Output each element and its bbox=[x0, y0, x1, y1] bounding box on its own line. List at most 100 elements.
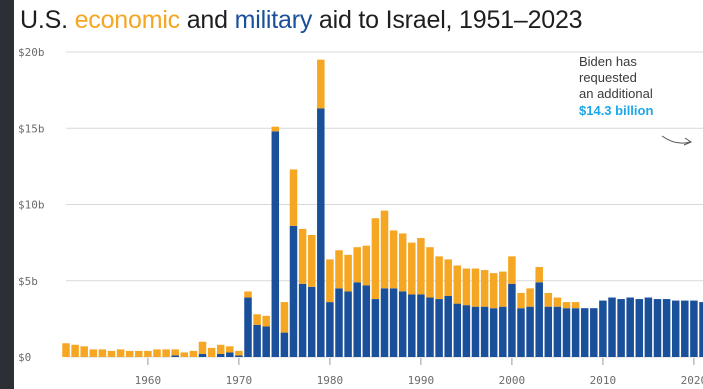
y-tick-label-1: $5b bbox=[18, 275, 38, 288]
bar-military-1970 bbox=[235, 355, 243, 357]
bar-military-1991 bbox=[426, 297, 434, 357]
bar-economic-1975 bbox=[280, 302, 289, 333]
bar-military-1972 bbox=[253, 324, 261, 357]
bar-military-1998 bbox=[489, 308, 498, 357]
x-axis-ticks: 1960 1970 1980 1990 2000 2010 2020 bbox=[135, 358, 703, 387]
bar-economic-1965 bbox=[189, 350, 198, 357]
bar-economic-2004 bbox=[544, 292, 553, 307]
bar-economic-1990 bbox=[417, 238, 425, 295]
bar-economic-1980 bbox=[326, 259, 334, 303]
bar-economic-1996 bbox=[471, 268, 480, 307]
bar-economic-1985 bbox=[371, 218, 380, 300]
title-prefix: U.S. bbox=[20, 6, 75, 34]
chart-panel: U.S. economic and military aid to Israel… bbox=[14, 0, 703, 389]
bar-military-2005 bbox=[553, 306, 562, 357]
bar-economic-2002 bbox=[526, 288, 534, 307]
bar-military-2008 bbox=[580, 308, 589, 357]
bar-military-1963 bbox=[171, 355, 179, 357]
bar-economic-1954 bbox=[89, 349, 98, 357]
bar-military-1971 bbox=[244, 297, 252, 357]
bar-economic-1969 bbox=[226, 346, 234, 353]
bar-military-1978 bbox=[307, 286, 316, 357]
bar-economic-1961 bbox=[153, 349, 161, 357]
bar-economic-1992 bbox=[435, 256, 443, 300]
annotation-line-3: an additional bbox=[579, 86, 653, 101]
bar-economic-1971 bbox=[244, 291, 252, 298]
bar-military-1981 bbox=[335, 288, 343, 357]
bar-military-1966 bbox=[198, 353, 207, 357]
x-tick-label-2010: 2010 bbox=[590, 374, 617, 387]
bar-economic-1964 bbox=[180, 352, 189, 357]
bar-military-1980 bbox=[326, 302, 334, 357]
bar-military-1977 bbox=[298, 283, 307, 357]
bar-military-1999 bbox=[499, 306, 507, 357]
bar-military-2019 bbox=[681, 300, 689, 357]
bar-military-2007 bbox=[571, 308, 580, 357]
bar-economic-1986 bbox=[380, 210, 389, 289]
bar-economic-1998 bbox=[489, 273, 498, 309]
x-tick-label-1990: 1990 bbox=[408, 374, 435, 387]
bar-military-1973 bbox=[262, 326, 270, 357]
bar-economic-1952 bbox=[71, 344, 79, 357]
bar-economic-1951 bbox=[62, 343, 70, 357]
bar-economic-1978 bbox=[307, 235, 316, 287]
bar-economic-1988 bbox=[398, 233, 407, 292]
bar-military-2009 bbox=[590, 308, 598, 357]
bar-economic-1974 bbox=[271, 126, 280, 132]
annotation-line-1: Biden has bbox=[579, 54, 637, 69]
bar-economic-2006 bbox=[562, 302, 571, 309]
bar-economic-2005 bbox=[553, 297, 562, 307]
bar-economic-1994 bbox=[453, 265, 462, 304]
y-tick-label-3: $15b bbox=[18, 122, 45, 135]
bar-economic-1956 bbox=[107, 350, 116, 357]
bar-military-1996 bbox=[471, 306, 480, 357]
bar-economic-1966 bbox=[198, 341, 207, 354]
bar-military-2018 bbox=[671, 300, 680, 357]
annotation-line-2: requested bbox=[579, 70, 637, 85]
annotation: Biden has requested an additional $14.3 … bbox=[579, 54, 693, 146]
bar-economic-2003 bbox=[535, 267, 543, 283]
bar-military-2016 bbox=[653, 299, 662, 357]
annotation-arrow-head bbox=[683, 137, 693, 146]
title-military-word: military bbox=[234, 6, 313, 34]
bar-economic-1955 bbox=[98, 349, 107, 357]
x-tick-label-2020: 2020 bbox=[681, 374, 703, 387]
bar-economic-1976 bbox=[289, 169, 298, 226]
title-middle: and bbox=[179, 6, 235, 34]
bar-military-1968 bbox=[216, 353, 225, 357]
bar-military-1982 bbox=[344, 291, 352, 357]
bar-military-1983 bbox=[353, 282, 361, 357]
bar-economic-1959 bbox=[135, 350, 143, 357]
bar-economic-1989 bbox=[408, 242, 416, 295]
bar-military-1985 bbox=[371, 299, 380, 357]
bar-economic-1997 bbox=[480, 270, 489, 307]
bar-military-1976 bbox=[289, 225, 298, 357]
bar-military-2020 bbox=[690, 300, 698, 357]
bar-economic-1991 bbox=[426, 247, 434, 298]
bar-military-1993 bbox=[444, 296, 452, 357]
x-tick-label-2000: 2000 bbox=[499, 374, 526, 387]
y-tick-label-0: $0 bbox=[18, 351, 31, 364]
bar-military-1984 bbox=[362, 285, 371, 357]
bar-economic-1970 bbox=[235, 350, 243, 356]
bar-economic-1984 bbox=[362, 245, 371, 286]
y-axis-ticks: $0 $5b $10b $15b $20b bbox=[18, 46, 45, 364]
bar-military-2004 bbox=[544, 306, 553, 357]
bar-military-2011 bbox=[608, 297, 616, 357]
bar-economic-1982 bbox=[344, 254, 352, 292]
bar-military-1997 bbox=[480, 306, 489, 357]
bar-military-2001 bbox=[517, 308, 525, 357]
bar-economic-1962 bbox=[162, 349, 170, 357]
bar-economic-1957 bbox=[116, 349, 125, 357]
bar-economic-1953 bbox=[80, 346, 88, 357]
bar-economic-1960 bbox=[144, 350, 152, 357]
bar-economic-1983 bbox=[353, 247, 361, 283]
bar-military-1988 bbox=[398, 291, 407, 357]
bar-economic-2007 bbox=[571, 302, 580, 309]
y-tick-label-4: $20b bbox=[18, 46, 45, 59]
bar-economic-1995 bbox=[462, 268, 471, 306]
bar-military-1990 bbox=[417, 294, 425, 357]
bar-military-2015 bbox=[644, 297, 653, 357]
bar-military-1986 bbox=[380, 288, 389, 357]
annotation-amount: $14.3 billion bbox=[579, 103, 653, 118]
